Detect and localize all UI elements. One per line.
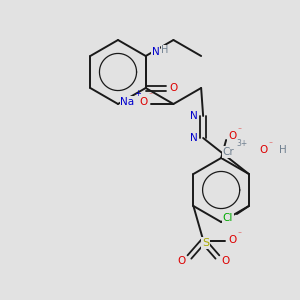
Text: ⁻: ⁻ <box>237 125 241 134</box>
Text: O: O <box>259 145 267 155</box>
Text: O: O <box>169 83 178 93</box>
Text: H: H <box>161 45 168 55</box>
Text: ⁻: ⁻ <box>148 91 152 100</box>
Text: Cr: Cr <box>222 147 234 157</box>
Text: S: S <box>202 238 209 248</box>
Text: O: O <box>139 97 148 107</box>
Text: O: O <box>228 235 237 245</box>
Text: O: O <box>177 256 186 266</box>
Text: ⁻: ⁻ <box>237 230 242 238</box>
Text: Cl: Cl <box>223 213 233 223</box>
Text: +: + <box>134 89 141 98</box>
Text: Na: Na <box>120 97 134 107</box>
Text: ⁻: ⁻ <box>268 140 272 148</box>
Text: 3+: 3+ <box>236 140 247 148</box>
Text: O: O <box>221 256 230 266</box>
Text: N: N <box>152 47 160 57</box>
Text: N: N <box>190 111 198 121</box>
Text: N: N <box>190 133 198 143</box>
Text: H: H <box>279 145 287 155</box>
Text: O: O <box>228 131 236 141</box>
